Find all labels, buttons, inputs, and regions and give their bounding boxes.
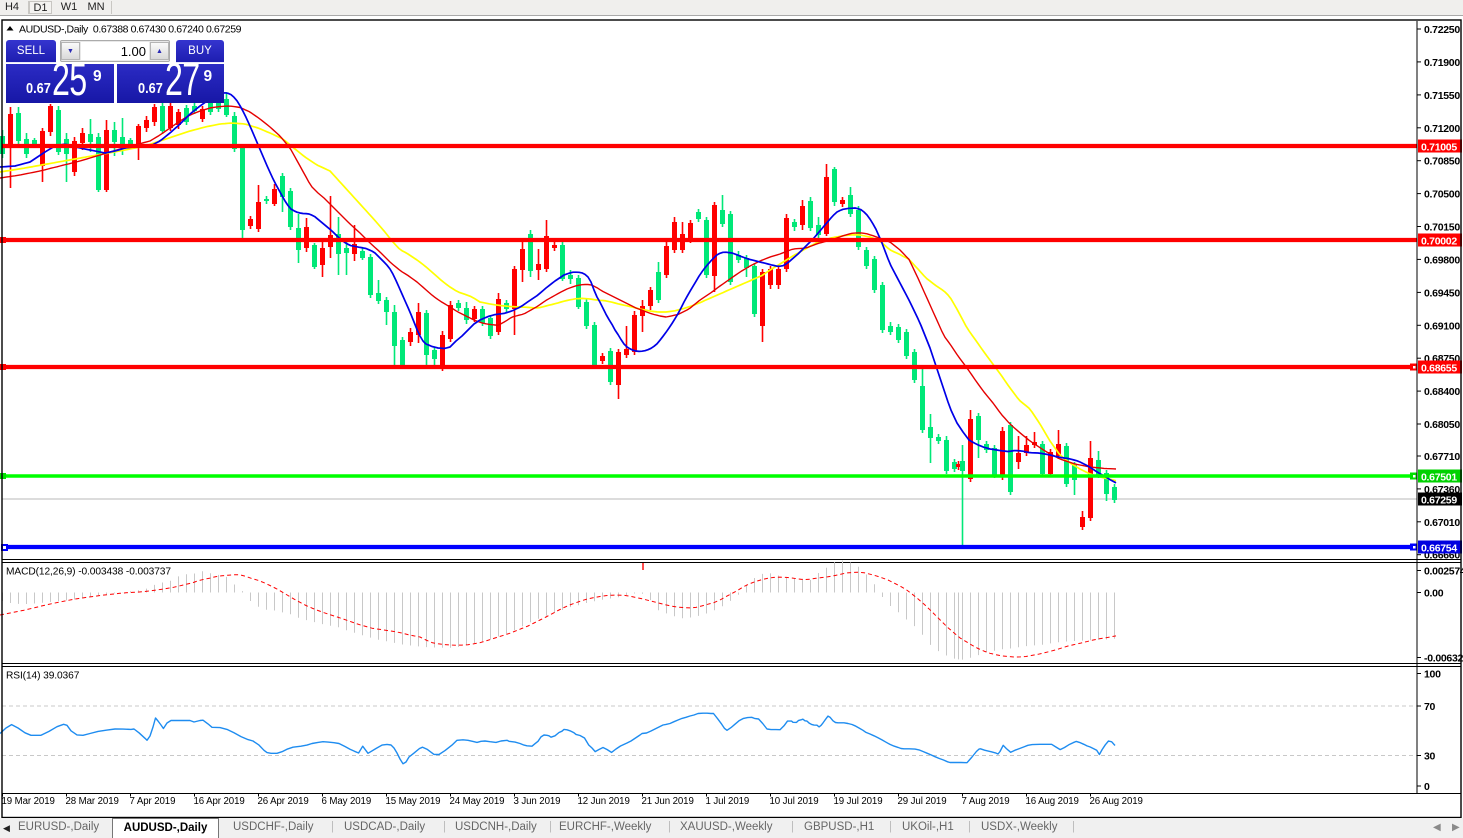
- svg-text:0.70002: 0.70002: [1421, 236, 1457, 248]
- svg-text:0.71550: 0.71550: [1424, 90, 1460, 102]
- svg-text:28 Mar 2019: 28 Mar 2019: [66, 796, 119, 807]
- svg-text:19 Jul 2019: 19 Jul 2019: [834, 796, 883, 807]
- svg-text:12 Jun 2019: 12 Jun 2019: [578, 796, 630, 807]
- svg-text:0.69800: 0.69800: [1424, 254, 1460, 266]
- svg-text:0.71900: 0.71900: [1424, 57, 1460, 69]
- svg-text:0.69100: 0.69100: [1424, 320, 1460, 332]
- svg-text:26 Aug 2019: 26 Aug 2019: [1090, 796, 1143, 807]
- svg-text:0.70500: 0.70500: [1424, 189, 1460, 201]
- svg-text:0.67710: 0.67710: [1424, 451, 1460, 463]
- svg-text:0.69450: 0.69450: [1424, 287, 1460, 299]
- svg-text:RSI(14) 39.0367: RSI(14) 39.0367: [6, 671, 80, 682]
- svg-text:0.71200: 0.71200: [1424, 123, 1460, 135]
- svg-text:15 May 2019: 15 May 2019: [386, 796, 441, 807]
- svg-text:0.002574: 0.002574: [1424, 566, 1463, 578]
- svg-text:0.70150: 0.70150: [1424, 222, 1460, 234]
- svg-text:3 Jun 2019: 3 Jun 2019: [514, 796, 561, 807]
- svg-text:16 Apr 2019: 16 Apr 2019: [194, 796, 245, 807]
- svg-text:10 Jul 2019: 10 Jul 2019: [770, 796, 819, 807]
- svg-text:0.00: 0.00: [1424, 588, 1444, 600]
- svg-text:70: 70: [1424, 701, 1436, 713]
- svg-text:0.67501: 0.67501: [1421, 472, 1457, 484]
- svg-text:0: 0: [1424, 781, 1430, 793]
- svg-text:0.66754: 0.66754: [1421, 543, 1457, 555]
- svg-text:26 Apr 2019: 26 Apr 2019: [258, 796, 309, 807]
- svg-text:7 Aug 2019: 7 Aug 2019: [962, 796, 1010, 807]
- svg-text:0.68400: 0.68400: [1424, 386, 1460, 398]
- svg-text:0.71005: 0.71005: [1421, 142, 1457, 154]
- svg-text:16 Aug 2019: 16 Aug 2019: [1026, 796, 1079, 807]
- svg-text:21 Jun 2019: 21 Jun 2019: [642, 796, 694, 807]
- svg-text:30: 30: [1424, 751, 1436, 763]
- svg-text:0.68050: 0.68050: [1424, 419, 1460, 431]
- svg-text:AUDUSD-,Daily 0.67388 0.67430: AUDUSD-,Daily 0.67388 0.67430 0.67240 0.…: [19, 24, 242, 36]
- svg-text:0.67259: 0.67259: [1421, 495, 1457, 507]
- svg-text:0.68655: 0.68655: [1421, 363, 1457, 375]
- svg-text:0.67010: 0.67010: [1424, 517, 1460, 529]
- svg-text:1 Jul 2019: 1 Jul 2019: [706, 796, 750, 807]
- svg-text:0.70850: 0.70850: [1424, 156, 1460, 168]
- svg-text:100: 100: [1424, 669, 1441, 681]
- svg-text:-0.006326: -0.006326: [1424, 653, 1463, 665]
- svg-text:29 Jul 2019: 29 Jul 2019: [898, 796, 947, 807]
- svg-text:19 Mar 2019: 19 Mar 2019: [2, 796, 55, 807]
- svg-text:7 Apr 2019: 7 Apr 2019: [130, 796, 176, 807]
- svg-text:24 May 2019: 24 May 2019: [450, 796, 505, 807]
- svg-text:MACD(12,26,9) -0.003438 -0.003: MACD(12,26,9) -0.003438 -0.003737: [6, 567, 171, 578]
- svg-text:6 May 2019: 6 May 2019: [322, 796, 372, 807]
- svg-text:0.72250: 0.72250: [1424, 24, 1460, 36]
